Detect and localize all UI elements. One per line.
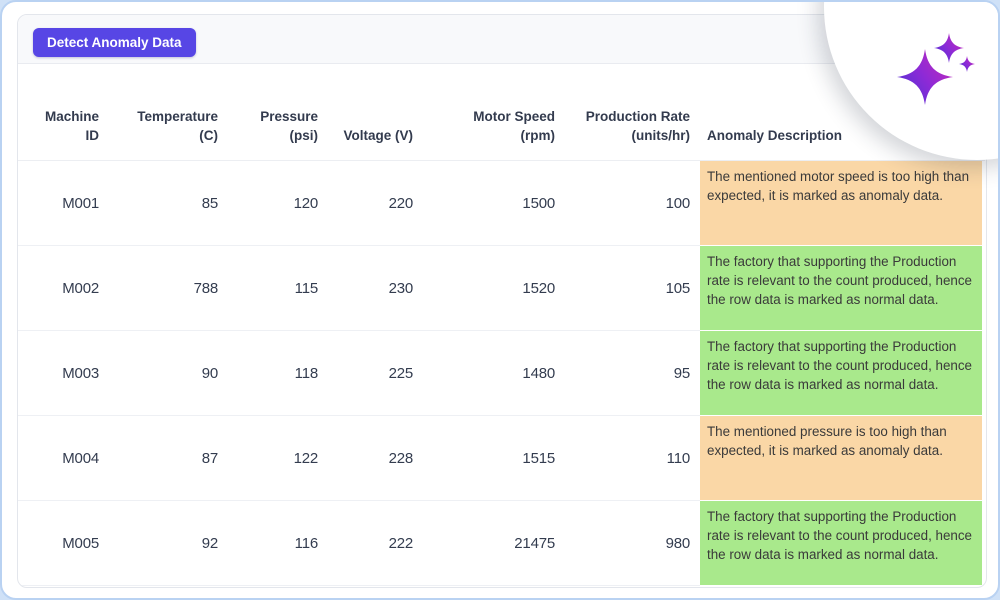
cell-production_rate: 980: [565, 501, 700, 586]
cell-pressure: 122: [228, 416, 328, 501]
table-row-M003: M003 90 118 225 1480 95 The factory that suppo…: [18, 331, 985, 416]
cell-voltage: 230: [328, 246, 423, 331]
cell-anomaly-description: The factory that supporting the Producti…: [700, 331, 985, 416]
column-header-anomaly_description: Anomaly Description: [700, 64, 985, 161]
cell-production_rate: 110: [565, 416, 700, 501]
cell-motor_speed: 1515: [423, 416, 565, 501]
cell-motor_speed: 1520: [423, 246, 565, 331]
cell-voltage: 220: [328, 161, 423, 246]
cell-anomaly-description: The mentioned pressure is too high than …: [700, 416, 985, 501]
machine-data-table: Machine ID Temperature (C) Pressure (psi) Volt…: [18, 64, 985, 586]
column-header-pressure: Pressure (psi): [228, 64, 328, 161]
cell-voltage: 222: [328, 501, 423, 586]
column-header-motor_speed: Motor Speed (rpm): [423, 64, 565, 161]
anomaly-table-card: Detect Anomaly Data Machine ID Temperature…: [17, 14, 987, 588]
table-row-M002: M002 788 115 230 1520 105 The factory that sup…: [18, 246, 985, 331]
ai-sparkle-icon: [897, 33, 975, 105]
column-header-temperature: Temperature (C): [113, 64, 228, 161]
anomaly-description-anomaly: The mentioned motor speed is too high th…: [700, 161, 982, 245]
table-row-M004: M004 87 122 228 1515 110 The mentioned pressur…: [18, 416, 985, 501]
cell-temperature: 85: [113, 161, 228, 246]
cell-production_rate: 105: [565, 246, 700, 331]
cell-voltage: 228: [328, 416, 423, 501]
cell-pressure: 116: [228, 501, 328, 586]
cell-machine_id: M004: [18, 416, 113, 501]
cell-pressure: 118: [228, 331, 328, 416]
cell-pressure: 120: [228, 161, 328, 246]
cell-pressure: 115: [228, 246, 328, 331]
cell-temperature: 788: [113, 246, 228, 331]
detect-anomaly-button[interactable]: Detect Anomaly Data: [33, 28, 196, 57]
cell-anomaly-description: The factory that supporting the Producti…: [700, 501, 985, 586]
cell-machine_id: M002: [18, 246, 113, 331]
cell-machine_id: M003: [18, 331, 113, 416]
table-row-M001: M001 85 120 220 1500 100 The mentioned motor s…: [18, 161, 985, 246]
column-header-voltage: Voltage (V): [328, 64, 423, 161]
column-header-machine_id: Machine ID: [18, 64, 113, 161]
cell-motor_speed: 1500: [423, 161, 565, 246]
cell-production_rate: 100: [565, 161, 700, 246]
table-row-M005: M005 92 116 222 21475 980 The factory that sup…: [18, 501, 985, 586]
cell-motor_speed: 21475: [423, 501, 565, 586]
cell-motor_speed: 1480: [423, 331, 565, 416]
anomaly-description-normal: The factory that supporting the Producti…: [700, 331, 982, 415]
column-header-production_rate: Production Rate (units/hr): [565, 64, 700, 161]
cell-production_rate: 95: [565, 331, 700, 416]
cell-machine_id: M005: [18, 501, 113, 586]
cell-temperature: 92: [113, 501, 228, 586]
cell-temperature: 90: [113, 331, 228, 416]
cell-voltage: 225: [328, 331, 423, 416]
anomaly-description-normal: The factory that supporting the Producti…: [700, 501, 982, 585]
cell-anomaly-description: The factory that supporting the Producti…: [700, 246, 985, 331]
anomaly-description-anomaly: The mentioned pressure is too high than …: [700, 416, 982, 500]
cell-anomaly-description: The mentioned motor speed is too high th…: [700, 161, 985, 246]
table-header-row: Machine ID Temperature (C) Pressure (psi) Volt…: [18, 64, 985, 161]
anomaly-description-normal: The factory that supporting the Producti…: [700, 246, 982, 330]
cell-machine_id: M001: [18, 161, 113, 246]
cell-temperature: 87: [113, 416, 228, 501]
